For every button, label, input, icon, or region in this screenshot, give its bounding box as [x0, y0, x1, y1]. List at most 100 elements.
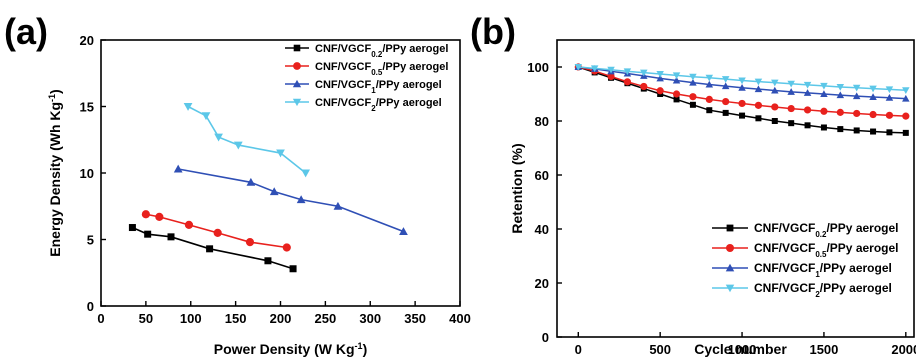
data-point [902, 87, 910, 94]
data-point [836, 83, 845, 91]
data-point [739, 112, 746, 119]
legend-label-3: CNF/VGCF2/PPy aerogel [754, 281, 892, 299]
x-tick-label: 100 [180, 311, 202, 326]
data-point [787, 88, 795, 95]
data-point [885, 86, 894, 94]
legend-label-sub: 1 [815, 270, 820, 279]
legend-label-pre: CNF/VGCF [315, 97, 372, 109]
legend-label-post: /PPy aerogel [826, 241, 898, 255]
data-point [167, 233, 175, 241]
x-tick-label: 500 [649, 342, 671, 357]
data-point [820, 82, 828, 90]
data-point [853, 127, 860, 134]
data-point [289, 265, 297, 273]
data-point [689, 93, 697, 101]
legend-label-post: /PPy aerogel [382, 43, 448, 55]
legend-label-pre: CNF/VGCF [754, 281, 815, 295]
legend-label-post: /PPy aerogel [826, 221, 898, 235]
series-line-2 [178, 168, 404, 233]
data-point [155, 212, 164, 221]
data-point [836, 91, 845, 99]
data-point [738, 99, 746, 108]
y-tick-label: 100 [527, 60, 549, 75]
legend-label-2: CNF/VGCF1/PPy aerogel [754, 261, 892, 279]
data-point [787, 104, 795, 113]
data-point [206, 245, 214, 253]
data-point [820, 124, 827, 131]
legend-marker [725, 263, 735, 272]
legend-label-sub: 0.2 [371, 50, 383, 59]
x-tick-label: 1500 [809, 342, 838, 357]
data-point [754, 101, 763, 109]
data-point [803, 81, 812, 89]
x-tick-label: 50 [139, 311, 153, 326]
data-point [144, 230, 152, 238]
data-point [333, 201, 343, 210]
data-point [301, 169, 311, 178]
legend-label-sub: 0.5 [815, 250, 827, 259]
data-point [722, 109, 729, 116]
legend-label-post: /PPy aerogel [382, 61, 448, 73]
legend-label-3: CNF/VGCF2/PPy aerogel [315, 97, 442, 113]
data-point [722, 97, 730, 106]
x-tick-label: 1000 [728, 342, 757, 357]
legend-label-sub: 0.2 [815, 230, 827, 239]
data-point [788, 120, 795, 127]
data-point [141, 210, 150, 219]
data-point [689, 73, 697, 81]
data-point [820, 90, 828, 97]
y-tick-label: 0 [87, 299, 94, 314]
data-point [173, 164, 183, 173]
data-point [836, 108, 844, 116]
legend-marker [725, 284, 735, 293]
data-point [803, 89, 812, 96]
data-point [640, 69, 648, 77]
data-point [885, 94, 894, 101]
data-point [902, 94, 910, 102]
data-point [689, 78, 697, 86]
data-point [399, 227, 408, 236]
data-point [245, 238, 255, 247]
data-point [201, 112, 211, 121]
y-axis-title-end: ) [47, 89, 63, 94]
data-point [246, 177, 256, 186]
legend-marker [292, 79, 302, 88]
legend-label-post: /PPy aerogel [376, 97, 442, 109]
x-tick-label: 400 [449, 311, 471, 326]
data-point [672, 90, 681, 98]
y-tick-label: 20 [80, 33, 94, 48]
data-point [607, 66, 615, 74]
data-point [264, 257, 272, 265]
y-tick-label: 5 [87, 233, 94, 248]
y-tick-label: 15 [80, 100, 94, 115]
data-point [771, 79, 779, 87]
x-tick-label: 300 [359, 311, 381, 326]
legend-label-sub: 2 [815, 290, 820, 299]
x-tick-label: 250 [315, 311, 337, 326]
data-point [276, 149, 285, 158]
data-point [656, 74, 664, 82]
y-axis-title: Retention (%) [509, 143, 525, 233]
legend-label-pre: CNF/VGCF [315, 79, 372, 91]
legend-label-post: /PPy aerogel [376, 79, 442, 91]
data-point [870, 128, 877, 135]
data-point [282, 243, 291, 252]
x-axis-title-sup: -1 [355, 341, 363, 351]
data-point [754, 78, 763, 86]
y-tick-label: 0 [542, 330, 549, 345]
y-tick-label: 60 [535, 168, 549, 183]
data-point [804, 122, 811, 129]
data-point [672, 76, 681, 84]
data-point [656, 71, 664, 78]
data-point [755, 115, 762, 122]
legend-label-pre: CNF/VGCF [754, 221, 815, 235]
data-point [623, 68, 632, 76]
data-point [869, 85, 877, 93]
data-point [771, 118, 778, 124]
data-point [706, 107, 713, 114]
legend-marker [293, 44, 301, 52]
data-point [852, 92, 861, 100]
data-point [705, 95, 713, 103]
